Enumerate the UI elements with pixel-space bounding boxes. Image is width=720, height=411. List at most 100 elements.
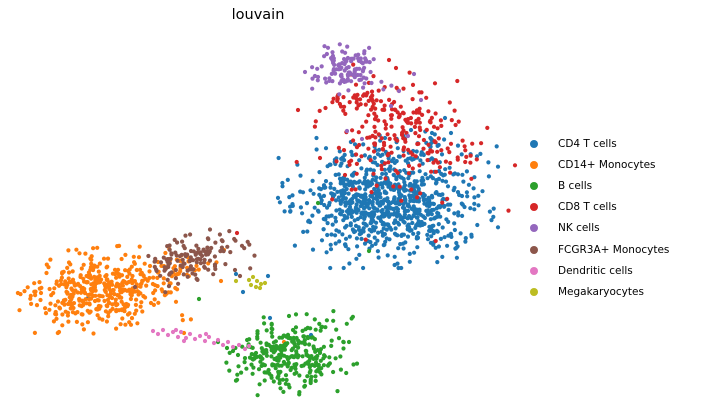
point-b-cells <box>254 354 259 359</box>
point-megakaryocytes <box>254 278 260 284</box>
point-cd4-t-cells <box>329 232 334 237</box>
point-cd4-t-cells <box>333 215 338 220</box>
point-cd4-t-cells <box>434 206 439 211</box>
point-nk-cells <box>333 71 338 76</box>
point-cd8-t-cells <box>401 86 406 91</box>
point-nk-cells <box>356 52 361 57</box>
point-cd8-t-cells <box>353 82 359 87</box>
point-cd4-t-cells <box>415 215 420 220</box>
point-cd4-t-cells <box>323 146 329 151</box>
point-cd14-monocytes <box>138 304 143 309</box>
point-cd14-monocytes <box>180 313 185 318</box>
point-cd14-monocytes <box>142 261 147 266</box>
point-fcgr3a-monocytes <box>162 265 167 270</box>
point-nk-cells <box>310 86 315 91</box>
point-cd4-t-cells <box>393 200 399 205</box>
point-cd14-monocytes <box>53 303 58 308</box>
point-b-cells <box>249 362 254 367</box>
point-cd4-t-cells <box>382 135 388 141</box>
point-dendritic-cells <box>203 331 209 337</box>
point-cd8-t-cells <box>365 135 370 140</box>
point-cd4-t-cells <box>382 232 387 237</box>
point-cd4-t-cells <box>435 210 440 216</box>
point-cd14-monocytes <box>89 292 94 297</box>
point-cd14-monocytes <box>46 265 51 270</box>
point-cd14-monocytes <box>96 269 101 274</box>
point-cd8-t-cells <box>366 146 371 151</box>
point-cd14-monocytes <box>97 273 102 278</box>
point-nk-cells <box>388 103 394 109</box>
point-cd4-t-cells <box>342 191 347 196</box>
point-fcgr3a-monocytes <box>205 249 210 254</box>
point-cd4-t-cells <box>280 184 285 189</box>
point-cd4-t-cells <box>436 244 441 249</box>
point-cd4-t-cells <box>380 185 385 190</box>
point-b-cells <box>310 335 315 340</box>
point-cd4-t-cells <box>385 199 390 204</box>
point-cd14-monocytes <box>55 299 61 304</box>
point-cd14-monocytes <box>119 299 124 304</box>
point-fcgr3a-monocytes <box>217 232 222 237</box>
point-cd8-t-cells <box>408 115 413 121</box>
point-cd14-monocytes <box>151 302 156 307</box>
point-cd14-monocytes <box>85 280 90 285</box>
point-cd4-t-cells <box>240 289 246 295</box>
point-cd4-t-cells <box>377 147 382 152</box>
point-cd8-t-cells <box>349 187 354 192</box>
point-cd4-t-cells <box>411 213 416 218</box>
point-megakaryocytes <box>257 285 263 291</box>
point-cd14-monocytes <box>120 316 125 321</box>
point-cd4-t-cells <box>285 177 290 182</box>
point-b-cells <box>319 372 324 377</box>
point-cd4-t-cells <box>332 186 337 191</box>
point-fcgr3a-monocytes <box>242 246 247 251</box>
point-cd4-t-cells <box>324 250 329 255</box>
point-cd8-t-cells <box>330 197 335 202</box>
point-fcgr3a-monocytes <box>177 254 183 259</box>
point-dendritic-cells <box>197 333 203 339</box>
point-nk-cells <box>343 50 348 55</box>
point-b-cells <box>334 327 339 332</box>
point-cd8-t-cells <box>341 95 346 100</box>
point-dendritic-cells <box>206 334 212 340</box>
point-megakaryocytes <box>262 280 268 286</box>
point-cd8-t-cells <box>374 98 379 103</box>
point-b-cells <box>297 373 302 378</box>
point-nk-cells <box>396 88 402 94</box>
point-b-cells <box>335 389 340 394</box>
point-cd4-t-cells <box>376 255 381 260</box>
point-b-cells <box>278 355 283 360</box>
point-cd4-t-cells <box>448 130 454 136</box>
point-b-cells <box>262 378 267 383</box>
point-nk-cells <box>361 75 366 80</box>
point-cd4-t-cells <box>434 180 439 185</box>
point-b-cells <box>285 357 291 362</box>
point-cd14-monocytes <box>133 302 138 307</box>
point-cd8-t-cells <box>433 111 438 116</box>
point-cd4-t-cells <box>334 208 339 213</box>
point-cd4-t-cells <box>454 255 459 260</box>
point-cd4-t-cells <box>363 195 368 200</box>
point-cd14-monocytes <box>129 293 134 298</box>
point-cd4-t-cells <box>419 219 424 225</box>
point-cd8-t-cells <box>448 170 453 175</box>
point-cd14-monocytes <box>25 285 30 290</box>
point-cd8-t-cells <box>341 108 346 113</box>
point-cd4-t-cells <box>406 222 411 227</box>
point-dendritic-cells <box>211 340 217 346</box>
point-cd4-t-cells <box>333 219 338 224</box>
point-fcgr3a-monocytes <box>219 245 224 250</box>
point-b-cells <box>322 354 327 359</box>
point-cd4-t-cells <box>436 176 442 181</box>
point-cd14-monocytes <box>65 265 70 270</box>
point-cd14-monocytes <box>29 301 34 306</box>
point-dendritic-cells <box>215 337 221 343</box>
point-b-cells <box>319 325 324 330</box>
point-cd4-t-cells <box>407 259 412 264</box>
point-cd4-t-cells <box>476 203 481 208</box>
point-cd4-t-cells <box>337 239 342 244</box>
point-fcgr3a-monocytes <box>172 237 177 242</box>
point-cd4-t-cells <box>382 180 387 185</box>
point-b-cells <box>301 334 306 339</box>
point-cd14-monocytes <box>98 304 103 309</box>
